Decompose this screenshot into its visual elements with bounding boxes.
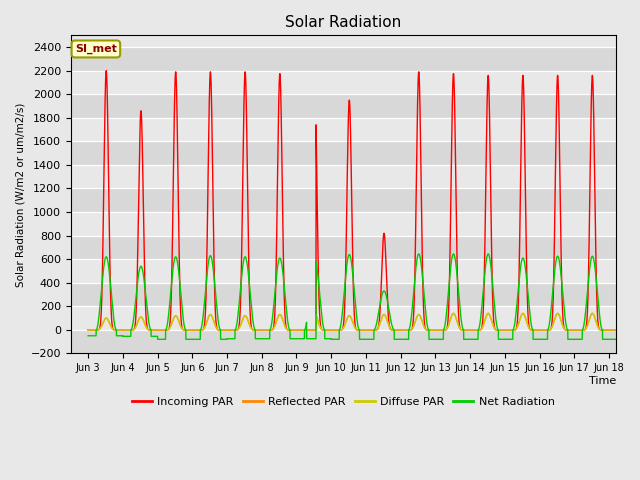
Reflected PAR <box>450 311 458 316</box>
Incoming PAR <box>380 231 388 237</box>
Text: SI_met: SI_met <box>75 44 117 54</box>
Net Radiation <box>380 288 388 294</box>
Net Radiation <box>122 334 130 339</box>
Net Radiation <box>154 336 161 342</box>
Bar <box>71 259 616 283</box>
Line: Net Radiation: Net Radiation <box>88 254 640 339</box>
Diffuse PAR <box>164 326 172 332</box>
Reflected PAR <box>285 327 293 333</box>
Title: Solar Radiation: Solar Radiation <box>285 15 401 30</box>
Incoming PAR <box>518 114 525 120</box>
X-axis label: Time: Time <box>589 376 616 386</box>
Incoming PAR <box>499 327 507 333</box>
Line: Reflected PAR: Reflected PAR <box>88 313 640 330</box>
Bar <box>71 283 616 306</box>
Reflected PAR <box>518 312 525 318</box>
Bar <box>71 212 616 236</box>
Reflected PAR <box>499 327 507 333</box>
Net Radiation <box>84 333 92 339</box>
Reflected PAR <box>380 312 388 317</box>
Diffuse PAR <box>122 327 130 333</box>
Incoming PAR <box>122 327 130 333</box>
Net Radiation <box>499 336 507 342</box>
Incoming PAR <box>102 68 110 73</box>
Incoming PAR <box>286 327 294 333</box>
Y-axis label: Solar Radiation (W/m2 or um/m2/s): Solar Radiation (W/m2 or um/m2/s) <box>15 102 25 287</box>
Line: Diffuse PAR: Diffuse PAR <box>88 313 640 330</box>
Legend: Incoming PAR, Reflected PAR, Diffuse PAR, Net Radiation: Incoming PAR, Reflected PAR, Diffuse PAR… <box>127 393 559 411</box>
Diffuse PAR <box>499 327 507 333</box>
Diffuse PAR <box>285 327 293 333</box>
Bar <box>71 142 616 165</box>
Bar <box>71 47 616 71</box>
Bar <box>71 165 616 189</box>
Reflected PAR <box>164 326 172 332</box>
Line: Incoming PAR: Incoming PAR <box>88 71 640 330</box>
Diffuse PAR <box>518 312 525 318</box>
Net Radiation <box>164 312 172 318</box>
Bar <box>71 330 616 353</box>
Reflected PAR <box>84 327 92 333</box>
Bar <box>71 306 616 330</box>
Incoming PAR <box>84 327 92 333</box>
Net Radiation <box>415 251 422 257</box>
Reflected PAR <box>122 327 130 333</box>
Incoming PAR <box>164 326 172 332</box>
Bar <box>71 71 616 94</box>
Bar <box>71 189 616 212</box>
Net Radiation <box>518 258 525 264</box>
Bar <box>71 118 616 142</box>
Diffuse PAR <box>84 327 92 333</box>
Bar <box>71 94 616 118</box>
Bar <box>71 236 616 259</box>
Diffuse PAR <box>380 312 388 317</box>
Net Radiation <box>286 327 294 333</box>
Diffuse PAR <box>450 311 458 316</box>
